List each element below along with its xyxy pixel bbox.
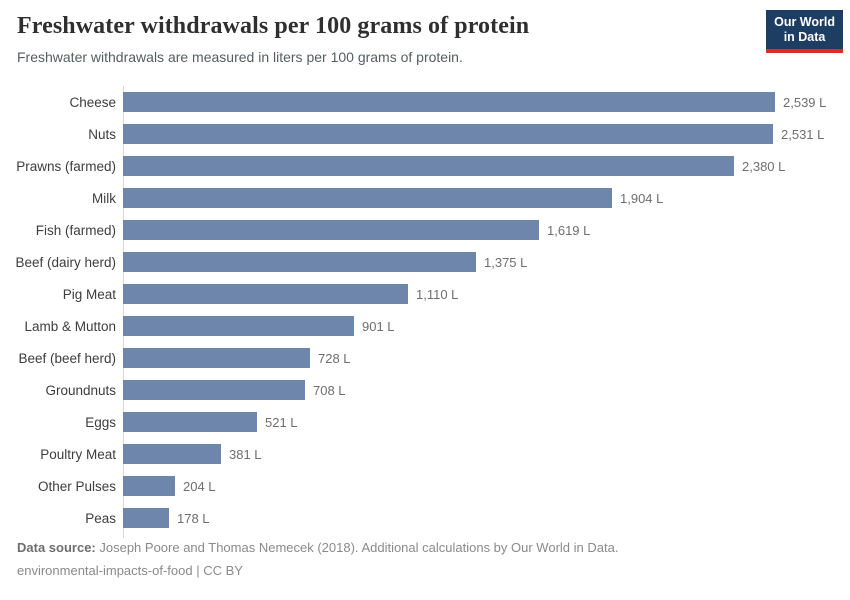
value-label: 1,904 L: [620, 190, 664, 206]
footer-license-link[interactable]: CC BY: [203, 563, 243, 578]
bar[interactable]: [123, 348, 310, 368]
bar[interactable]: [123, 92, 775, 112]
bar-row: Peas 178 L: [0, 502, 850, 534]
category-label: Prawns (farmed): [16, 158, 116, 174]
value-label: 1,619 L: [547, 222, 591, 238]
category-label: Other Pulses: [37, 478, 116, 494]
bar[interactable]: [123, 412, 257, 432]
category-label: Fish (farmed): [35, 222, 116, 238]
bar-rows: Cheese 2,539 L Nuts 2,531 L Prawns (farm…: [0, 86, 850, 534]
bar-row: Beef (beef herd) 728 L: [0, 342, 850, 374]
category-label: Nuts: [88, 126, 116, 142]
bar[interactable]: [123, 156, 734, 176]
bar-row: Poultry Meat 381 L: [0, 438, 850, 470]
footer-note-line: environmental-impacts-of-food | CC BY: [17, 559, 833, 582]
category-label: Peas: [85, 510, 116, 526]
bar[interactable]: [123, 220, 539, 240]
value-label: 381 L: [229, 446, 262, 462]
value-label: 204 L: [183, 478, 216, 494]
category-label: Milk: [92, 190, 116, 206]
value-label: 2,380 L: [742, 158, 786, 174]
category-label: Beef (dairy herd): [15, 254, 116, 270]
bar-row: Eggs 521 L: [0, 406, 850, 438]
bar[interactable]: [123, 508, 169, 528]
bar-row: Pig Meat 1,110 L: [0, 278, 850, 310]
category-label: Groundnuts: [45, 382, 116, 398]
bar-row: Groundnuts 708 L: [0, 374, 850, 406]
bar-row: Cheese 2,539 L: [0, 86, 850, 118]
data-source-text: Joseph Poore and Thomas Nemecek (2018). …: [95, 540, 619, 555]
category-label: Lamb & Mutton: [24, 318, 116, 334]
bar-row: Lamb & Mutton 901 L: [0, 310, 850, 342]
owid-logo[interactable]: Our World in Data: [766, 10, 843, 53]
bar[interactable]: [123, 124, 773, 144]
category-label: Poultry Meat: [40, 446, 116, 462]
value-label: 2,531 L: [781, 126, 825, 142]
bar[interactable]: [123, 252, 476, 272]
value-label: 901 L: [362, 318, 395, 334]
bar-row: Fish (farmed) 1,619 L: [0, 214, 850, 246]
category-label: Beef (beef herd): [18, 350, 116, 366]
category-label: Eggs: [85, 414, 116, 430]
page-title: Freshwater withdrawals per 100 grams of …: [17, 13, 530, 39]
bar[interactable]: [123, 380, 305, 400]
bar[interactable]: [123, 188, 612, 208]
value-label: 2,539 L: [783, 94, 827, 110]
value-label: 521 L: [265, 414, 298, 430]
footer-link[interactable]: environmental-impacts-of-food: [17, 563, 193, 578]
bar-chart: Cheese 2,539 L Nuts 2,531 L Prawns (farm…: [0, 86, 850, 538]
value-label: 708 L: [313, 382, 346, 398]
category-label: Cheese: [69, 94, 116, 110]
bar-row: Nuts 2,531 L: [0, 118, 850, 150]
bar-row: Prawns (farmed) 2,380 L: [0, 150, 850, 182]
bar[interactable]: [123, 316, 354, 336]
bar[interactable]: [123, 284, 408, 304]
bar-row: Other Pulses 204 L: [0, 470, 850, 502]
data-source-line: Data source: Joseph Poore and Thomas Nem…: [17, 536, 833, 559]
footer-separator: |: [192, 563, 204, 578]
chart-header: Freshwater withdrawals per 100 grams of …: [17, 10, 843, 65]
owid-logo-line1: Our World: [774, 15, 835, 29]
bar[interactable]: [123, 444, 221, 464]
value-label: 1,375 L: [484, 254, 528, 270]
value-label: 1,110 L: [416, 286, 459, 302]
bar[interactable]: [123, 476, 175, 496]
data-source-label: Data source:: [17, 540, 96, 555]
value-label: 178 L: [177, 510, 210, 526]
y-axis-line: [123, 86, 124, 538]
page-subtitle: Freshwater withdrawals are measured in l…: [17, 49, 463, 65]
bar-row: Milk 1,904 L: [0, 182, 850, 214]
owid-logo-line2: in Data: [783, 30, 826, 44]
category-label: Pig Meat: [62, 286, 116, 302]
chart-footer: Data source: Joseph Poore and Thomas Nem…: [17, 536, 833, 582]
value-label: 728 L: [318, 350, 351, 366]
bar-row: Beef (dairy herd) 1,375 L: [0, 246, 850, 278]
